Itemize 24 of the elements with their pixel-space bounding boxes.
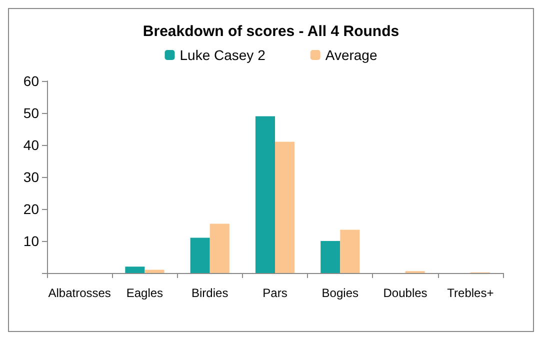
y-tick-label: 20 bbox=[23, 201, 40, 217]
y-tick-label: 50 bbox=[23, 105, 40, 121]
y-tick-label: 60 bbox=[23, 73, 40, 89]
x-tick-label: Pars bbox=[262, 286, 288, 300]
x-tick-label: Eagles bbox=[126, 286, 164, 300]
legend-label: Luke Casey 2 bbox=[180, 47, 266, 63]
bar bbox=[320, 241, 340, 273]
bar bbox=[125, 266, 145, 273]
chart-title: Breakdown of scores - All 4 Rounds bbox=[142, 23, 400, 40]
x-tick-label: Trebles+ bbox=[447, 286, 494, 300]
bar bbox=[340, 230, 360, 273]
y-tick-label: 30 bbox=[23, 169, 40, 185]
bar bbox=[255, 116, 275, 273]
x-tick-label: Bogies bbox=[322, 286, 358, 300]
x-tick-label: Albatrosses bbox=[48, 286, 111, 300]
bar bbox=[210, 224, 230, 273]
bar bbox=[144, 270, 164, 273]
legend-label: Average bbox=[325, 47, 378, 63]
bar bbox=[275, 142, 295, 273]
x-tick-label: Doubles bbox=[383, 286, 428, 300]
y-tick-label: 10 bbox=[23, 233, 40, 249]
x-tick-label: Birdies bbox=[192, 286, 228, 300]
bar bbox=[190, 238, 210, 273]
y-tick-label: 40 bbox=[23, 137, 40, 153]
